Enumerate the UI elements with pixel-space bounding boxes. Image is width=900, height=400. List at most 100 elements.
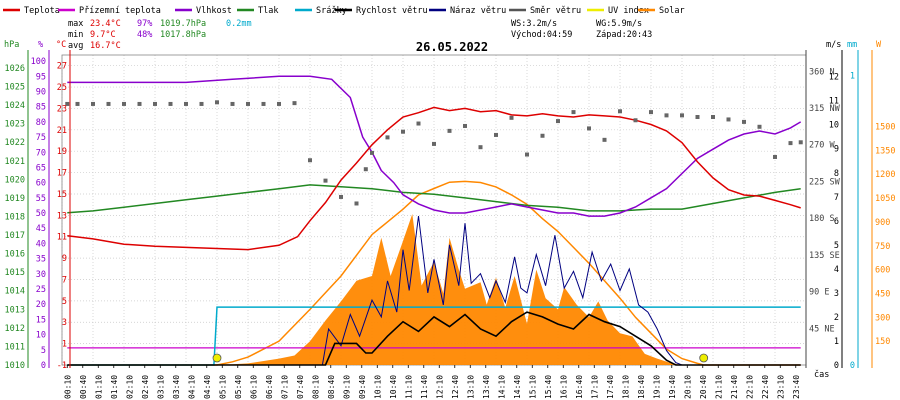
legend: Teplota Přízemní teplota Vlhkost Tlak Srážky… xyxy=(3,6,685,16)
wind-direction-point xyxy=(277,101,281,106)
pressure-axis-tick: 1025 xyxy=(5,83,25,93)
wind-direction-point xyxy=(649,110,653,115)
stat-max-press: 1019.7hPa xyxy=(160,19,206,29)
wind-direction-point xyxy=(509,115,514,120)
temperature-axis-tick: 27 xyxy=(57,62,67,72)
temperature-axis-tick: 17 xyxy=(57,169,67,179)
temperature-axis-tick: 3 xyxy=(62,318,67,328)
stat-max-temp: 23.4°C xyxy=(90,19,121,29)
humidity-axis-tick: 65 xyxy=(36,163,46,173)
x-tick-label: 06:40 xyxy=(265,375,274,399)
stat-max-label: max xyxy=(68,19,83,29)
humidity-axis-tick: 25 xyxy=(36,285,46,295)
temperature-axis-tick: 23 xyxy=(57,104,67,114)
wind-direction-point xyxy=(363,167,368,172)
wind-direction-point xyxy=(385,135,390,140)
humidity-axis-tick: 45 xyxy=(36,224,46,234)
stat-avg-label: avg xyxy=(68,41,83,51)
wind-speed-axis-tick: 3 xyxy=(834,289,839,299)
pressure-axis-tick: 1014 xyxy=(5,287,25,297)
solar-axis-tick: 750 xyxy=(875,242,890,252)
solar-axis-tick: 150 xyxy=(875,337,890,347)
x-tick-label: 10:10 xyxy=(373,375,382,399)
wind-speed-axis-tick: 0 xyxy=(834,361,839,371)
axes: 1010101110121013101410151016101710181019… xyxy=(5,50,895,371)
x-axis-unit: čas xyxy=(814,369,829,380)
stat-min-temp: 9.7°C xyxy=(90,30,116,40)
x-tick-label: 17:10 xyxy=(590,375,599,399)
x-tick-label: 14:40 xyxy=(513,375,522,399)
wind-direction-point xyxy=(168,101,173,106)
x-tick-label: 08:10 xyxy=(311,375,320,399)
hpa-axis-header: hPa xyxy=(4,40,19,50)
humidity-axis-tick: 80 xyxy=(36,118,46,128)
x-tick-label: 16:40 xyxy=(575,375,584,399)
stat-ws: WS:3.2m/s xyxy=(511,19,557,29)
wind-direction-point xyxy=(618,109,622,114)
chart-title: 26.05.2022 xyxy=(416,40,488,54)
wind-direction-point xyxy=(757,124,762,129)
x-tick-label: 19:40 xyxy=(668,375,677,399)
wind-direction-axis-tick: 360 N xyxy=(809,67,835,77)
x-tick-label: 13:10 xyxy=(466,375,475,399)
temperature-axis-tick: 11 xyxy=(57,233,67,243)
wind-direction-point xyxy=(447,128,452,133)
legend-label: Tlak xyxy=(258,6,278,16)
wind-direction-point xyxy=(122,101,126,106)
wind-direction-point xyxy=(106,101,111,106)
x-tick-label: 10:40 xyxy=(389,375,398,399)
x-tick-label: 04:10 xyxy=(187,375,196,399)
humidity-axis-tick: 15 xyxy=(36,315,46,325)
temperature-axis-tick: 15 xyxy=(57,190,67,200)
series-solar xyxy=(67,180,801,366)
wind-direction-axis-tick: 225 SW xyxy=(809,177,841,187)
w-axis-header: W xyxy=(876,40,882,50)
pressure-axis-tick: 1023 xyxy=(5,120,25,130)
x-tick-label: 17:40 xyxy=(606,375,615,399)
degc-axis-header: °C xyxy=(56,40,66,50)
wind-speed-axis-tick: 9 xyxy=(834,145,839,155)
wind-direction-point xyxy=(65,101,70,106)
solar-axis-tick: 1500 xyxy=(875,123,895,133)
wind-direction-axis-tick: 180 S xyxy=(809,214,835,224)
legend-label: Srážky xyxy=(316,6,347,16)
series-wind-speed xyxy=(67,311,801,366)
wind-direction-point xyxy=(215,100,219,105)
series-solar-measured xyxy=(67,214,801,365)
humidity-axis-tick: 95 xyxy=(36,72,46,82)
mm-axis-header: mm xyxy=(847,40,857,50)
humidity-axis-tick: 70 xyxy=(36,148,46,158)
humidity-axis-tick: 10 xyxy=(36,331,46,341)
humidity-axis-tick: 90 xyxy=(36,87,46,97)
x-tick-label: 00:10 xyxy=(63,375,72,399)
pressure-axis-tick: 1022 xyxy=(5,138,25,148)
wind-direction-point xyxy=(416,121,421,126)
solar-axis-tick: 600 xyxy=(875,266,890,276)
x-tick-label: 11:40 xyxy=(420,375,429,399)
wind-direction-axis-tick: 135 SE xyxy=(809,251,840,261)
x-tick-label: 23:40 xyxy=(792,375,801,399)
pressure-axis-tick: 1016 xyxy=(5,250,25,260)
wind-direction-point xyxy=(463,123,467,128)
pressure-axis-tick: 1026 xyxy=(5,64,25,74)
stat-sunset: Západ:20:43 xyxy=(596,30,652,40)
wind-direction-point xyxy=(726,117,731,122)
humidity-axis-tick: 75 xyxy=(36,133,46,143)
wind-direction-point xyxy=(556,119,560,124)
wind-direction-point xyxy=(308,158,312,163)
x-tick-label: 07:10 xyxy=(280,375,289,399)
ms-axis-header: m/s xyxy=(826,40,841,50)
x-tick-label: 22:40 xyxy=(761,375,770,399)
x-tick-label: 09:40 xyxy=(358,375,367,399)
uv-marker xyxy=(212,353,222,363)
wind-direction-point xyxy=(478,145,483,150)
legend-label: Přízemní teplota xyxy=(79,6,161,16)
humidity-axis-tick: 35 xyxy=(36,255,46,265)
wind-direction-axis-tick: 315 NW xyxy=(809,104,841,114)
humidity-axis-tick: 0 xyxy=(41,361,46,371)
wind-direction-point xyxy=(664,113,669,118)
pressure-axis-tick: 1018 xyxy=(5,212,25,222)
x-tick-label: 23:10 xyxy=(776,375,785,399)
wind-direction-point xyxy=(246,101,250,106)
solar-axis-tick: 1200 xyxy=(875,170,895,180)
